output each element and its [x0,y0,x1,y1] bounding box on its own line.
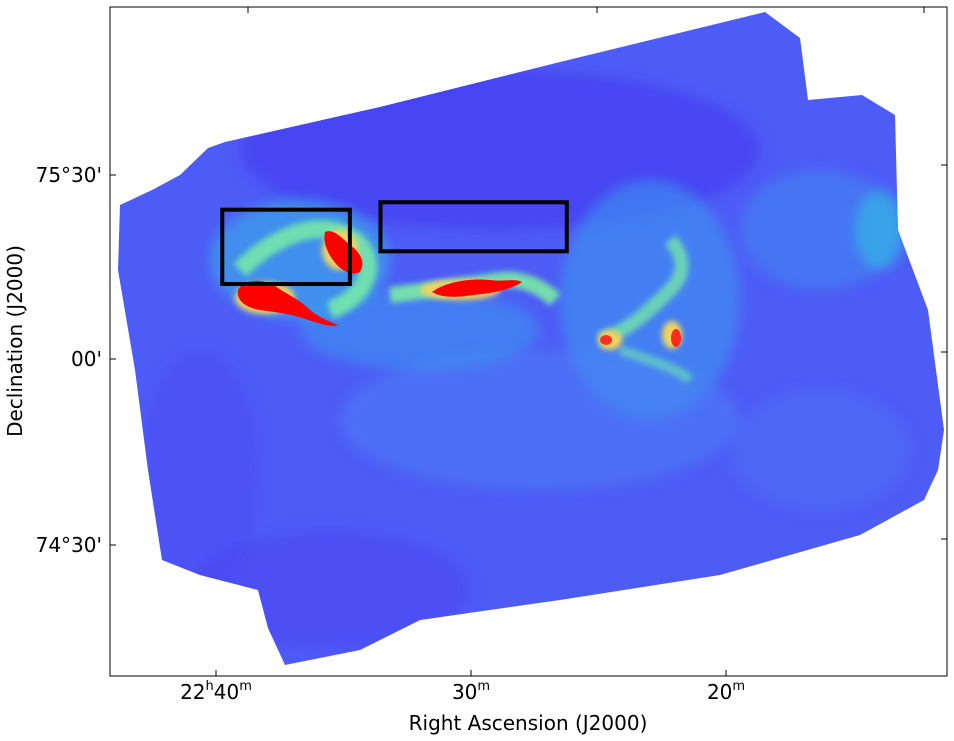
peak-core-2 [324,231,363,274]
peak-core-5 [671,329,681,347]
ticks [110,7,947,676]
x-tick-label-3: 20m [707,679,745,704]
y-tick-label-2: 00' [71,347,102,371]
peak-core-1 [237,280,338,326]
y-tick-label-1: 75°30' [36,163,102,187]
x-tick-label-1: 22h40m [180,679,252,704]
x-axis-title: Right Ascension (J2000) [409,711,648,735]
y-axis-title: Declination (J2000) [3,245,27,437]
peak-core-3 [432,279,522,297]
x-tick-label-2: 30m [452,679,490,704]
peak-core-4 [600,335,612,345]
region-box-2 [378,200,569,254]
y-tick-label-3: 74°30' [36,533,102,557]
plot-frame [109,6,948,677]
region-box-1 [220,207,352,287]
dust-map [118,12,944,665]
region-boxes [220,200,569,287]
peak-cores [237,231,681,347]
